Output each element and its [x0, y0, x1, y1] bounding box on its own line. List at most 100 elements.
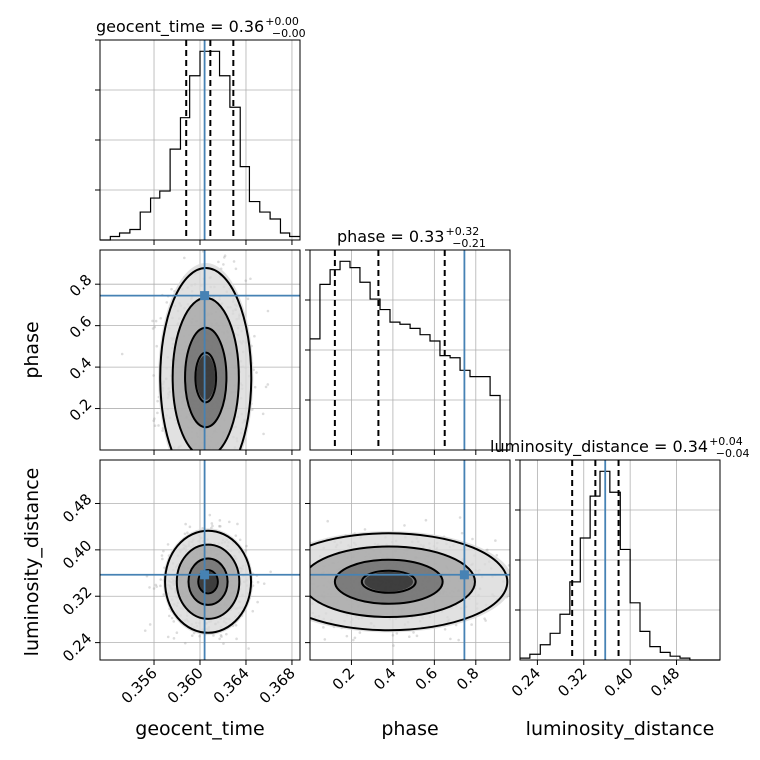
scatter-point: [186, 531, 189, 534]
truth-marker: [200, 570, 210, 580]
scatter-point: [184, 522, 187, 526]
scatter-point: [172, 637, 176, 640]
y-tick-label: 0.32: [59, 583, 95, 619]
scatter-point: [225, 468, 228, 471]
scatter-point: [286, 567, 289, 570]
scatter-point: [528, 573, 531, 576]
scatter-point: [153, 424, 157, 428]
scatter-point: [210, 522, 214, 525]
y-tick-label: 0.8: [66, 271, 96, 301]
scatter-point: [220, 635, 223, 638]
scatter-point: [415, 634, 419, 638]
x-tick-label: 0.24: [508, 664, 544, 700]
scatter-point: [207, 453, 210, 456]
scatter-point: [255, 371, 258, 374]
y-tick-label: 0.40: [59, 536, 95, 572]
scatter-point: [220, 462, 223, 465]
scatter-point: [275, 585, 278, 588]
scatter-point: [280, 566, 283, 569]
scatter-point: [351, 638, 355, 642]
scatter-point: [403, 524, 406, 527]
scatter-point: [326, 519, 329, 523]
scatter-point: [271, 545, 274, 548]
scatter-geocent-time-phase-panel: 0.2 0.4 0.6 0.8: [66, 206, 301, 528]
scatter-point: [302, 588, 305, 591]
scatter-point: [218, 524, 221, 528]
panel-frame: [519, 459, 721, 661]
scatter-point: [184, 456, 187, 459]
scatter-point: [224, 507, 227, 510]
scatter-point: [242, 481, 245, 484]
scatter-point: [152, 374, 155, 377]
scatter-point: [236, 522, 239, 526]
scatter-point: [353, 636, 357, 640]
scatter-point: [159, 584, 162, 588]
scatter-point: [153, 325, 157, 329]
scatter-point: [235, 637, 238, 641]
x-tick-label: 0.4: [370, 664, 400, 694]
scatter-points: [143, 513, 272, 650]
x-tick-label: 0.364: [210, 664, 253, 707]
scatter-point: [295, 586, 298, 589]
scatter-point: [217, 260, 220, 264]
scatter-point: [168, 481, 171, 484]
scatter-point: [274, 597, 277, 600]
scatter-point: [443, 627, 447, 631]
scatter-point: [253, 334, 256, 338]
scatter-point: [238, 538, 242, 542]
scatter-point: [153, 417, 156, 420]
scatter-point: [239, 206, 242, 209]
scatter-point: [407, 635, 411, 639]
scatter-point: [290, 596, 293, 599]
scatter-point: [395, 632, 399, 635]
y-tick-label: 0.2: [66, 395, 96, 425]
scatter-point: [219, 524, 222, 528]
scatter-point: [227, 472, 230, 475]
scatter-point: [157, 424, 160, 427]
scatter-point: [219, 457, 222, 460]
truth-marker: [459, 570, 469, 580]
contour-line: [197, 569, 219, 595]
scatter-point: [225, 632, 228, 636]
scatter-point: [301, 592, 304, 595]
scatter-point: [233, 525, 236, 528]
scatter-point: [230, 452, 233, 455]
scatter-point: [161, 472, 164, 475]
scatter-point: [305, 547, 308, 550]
scatter-point: [208, 473, 211, 476]
scatter-points: [120, 206, 270, 528]
scatter-point: [279, 540, 282, 543]
scatter-point: [154, 583, 158, 587]
scatter-point: [262, 432, 265, 436]
scatter-point: [190, 499, 193, 502]
scatter-point: [172, 486, 175, 489]
scatter-point: [484, 619, 487, 622]
y-tick-label: 0.24: [59, 629, 95, 665]
scatter-point: [471, 537, 474, 541]
title-geocent-time: geocent_time = 0.36+0.00 −0.00: [96, 15, 306, 40]
density-level: [196, 355, 216, 400]
scatter-point: [266, 309, 270, 313]
scatter-point: [262, 589, 265, 592]
scatter-point: [261, 412, 265, 416]
scatter-point: [156, 411, 159, 415]
scatter-point: [215, 466, 218, 469]
scatter-point: [277, 570, 280, 573]
scatter-point: [211, 461, 214, 464]
scatter-point: [304, 603, 307, 606]
scatter-point: [160, 554, 164, 557]
scatter-point: [219, 463, 222, 466]
scatter-point: [249, 277, 252, 281]
scatter-point: [294, 618, 297, 621]
scatter-point: [457, 638, 460, 642]
scatter-point: [494, 539, 497, 542]
scatter-point: [171, 465, 174, 468]
scatter-point: [152, 587, 156, 590]
scatter-point: [284, 568, 287, 571]
scatter-point: [293, 554, 296, 557]
scatter-point: [182, 463, 185, 466]
y-tick-label: 0.4: [66, 354, 96, 384]
x-tick-label: 0.368: [256, 664, 299, 707]
scatter-point: [212, 456, 215, 459]
